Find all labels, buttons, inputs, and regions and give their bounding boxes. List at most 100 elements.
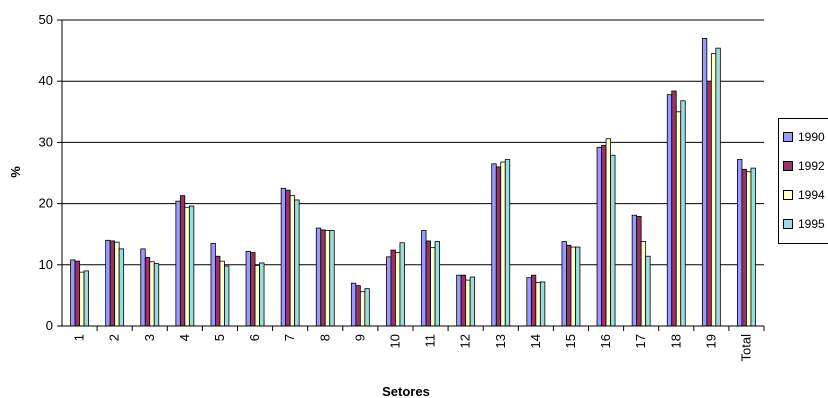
- bar-1995-11: [434, 241, 440, 327]
- bar-1994-2: [114, 241, 120, 327]
- x-tick-label: 5: [212, 334, 227, 341]
- bar-1990-10: [386, 256, 392, 327]
- legend-label: 1995: [798, 217, 825, 231]
- y-tick-label: 10: [39, 257, 53, 272]
- x-tick-label: 6: [247, 334, 262, 341]
- legend-swatch: [783, 190, 793, 200]
- bar-1994-7: [289, 195, 296, 327]
- bar-1995-14: [539, 281, 546, 327]
- bar-1995-13: [504, 159, 511, 327]
- x-tick-label: 2: [107, 334, 122, 341]
- x-tick-label: 13: [493, 334, 508, 348]
- bar-1994-Total: [746, 171, 752, 327]
- bar-1990-11: [421, 230, 427, 327]
- bar-1992-2: [109, 240, 116, 327]
- x-tick-label: 1: [72, 334, 87, 341]
- bar-1992-14: [530, 274, 537, 327]
- bar-1994-12: [465, 279, 471, 327]
- x-tick-label: 14: [528, 334, 543, 348]
- axes: [61, 20, 764, 327]
- bar-1992-9: [355, 285, 361, 327]
- bar-1992-1: [74, 260, 80, 327]
- bar-1995-19: [715, 47, 721, 327]
- x-tick-label: 4: [177, 334, 192, 341]
- bar-1995-2: [118, 248, 125, 327]
- bar-1995-6: [259, 262, 265, 327]
- bar-1994-6: [254, 265, 260, 327]
- bar-1990-16: [596, 146, 602, 327]
- bar-1990-4: [175, 200, 181, 327]
- legend-label: 1994: [798, 188, 825, 202]
- bar-1992-Total: [741, 168, 747, 327]
- bar-1995-17: [645, 255, 651, 327]
- bar-1994-1: [79, 271, 85, 327]
- bar-1992-6: [250, 252, 256, 327]
- bar-1992-7: [285, 189, 291, 327]
- bar-1990-3: [140, 248, 146, 327]
- bar-1994-15: [570, 246, 576, 327]
- bar-1994-9: [359, 291, 366, 327]
- bar-1990-15: [561, 241, 567, 327]
- y-tick-label: 40: [39, 73, 53, 88]
- x-tick-label: 8: [317, 334, 332, 341]
- x-tick-label: 11: [423, 334, 438, 348]
- bar-1995-16: [610, 154, 616, 327]
- bar-1990-19: [701, 37, 708, 327]
- x-tick-labels: 1 2 3 4 5 6 7 8 9 10 11 12 13 14 15 16 17 18 19 Total: [72, 326, 765, 362]
- bar-1992-18: [671, 90, 677, 327]
- bar-1994-10: [395, 252, 401, 327]
- y-tick-label: 30: [39, 134, 53, 149]
- bar-1994-11: [430, 247, 436, 327]
- x-tick-label: 15: [563, 334, 578, 348]
- bar-1994-19: [710, 53, 717, 327]
- bar-1992-15: [566, 244, 572, 327]
- legend-item-1990: 1990: [783, 129, 825, 145]
- bar-1994-4: [184, 206, 190, 327]
- legend-swatch: [783, 132, 793, 142]
- legend-label: 1990: [798, 130, 825, 144]
- bar-1994-17: [640, 241, 647, 327]
- x-tick-label: 3: [142, 334, 157, 341]
- x-tick-label: Total: [738, 334, 753, 362]
- bar-1995-4: [188, 205, 195, 327]
- legend-item-1992: 1992: [783, 158, 825, 174]
- legend-swatch: [783, 219, 793, 229]
- bar-1994-14: [535, 282, 541, 327]
- bar-1992-5: [215, 255, 221, 327]
- bar-1990-9: [350, 282, 357, 327]
- grid-lines: [62, 19, 764, 266]
- x-axis-title: Setores: [382, 384, 430, 398]
- bar-1992-16: [601, 145, 607, 327]
- bar-1992-11: [425, 240, 431, 327]
- legend: 1990 1992 1994 1995: [778, 118, 828, 244]
- bar-1990-6: [245, 250, 251, 327]
- bar-1992-8: [320, 229, 326, 327]
- x-tick-label: 16: [598, 334, 613, 348]
- bar-1995-10: [399, 242, 405, 327]
- x-tick-label: 12: [458, 334, 473, 348]
- bar-1992-13: [495, 166, 502, 327]
- bar-1995-15: [575, 246, 581, 327]
- bar-1994-5: [219, 260, 225, 327]
- bar-1992-17: [636, 216, 642, 327]
- x-tick-label: 19: [703, 334, 718, 348]
- bar-1990-12: [456, 274, 462, 327]
- bar-1995-12: [469, 276, 476, 327]
- bar-1995-8: [329, 230, 335, 327]
- bar-1990-8: [315, 227, 322, 327]
- bar-1995-Total: [750, 167, 756, 327]
- bar-1995-7: [294, 199, 300, 327]
- bar-1992-10: [390, 249, 396, 327]
- x-tick-label: 18: [668, 334, 683, 348]
- bar-1990-13: [491, 163, 497, 327]
- bar-1992-12: [460, 274, 467, 327]
- bar-1995-9: [364, 288, 370, 327]
- x-tick-label: 10: [387, 334, 402, 348]
- bar-1990-7: [280, 187, 287, 327]
- bar-1994-16: [605, 138, 611, 327]
- bar-1990-Total: [737, 159, 743, 327]
- legend-item-1995: 1995: [783, 216, 825, 232]
- y-tick-label: 20: [39, 196, 53, 211]
- bar-1995-18: [680, 100, 686, 327]
